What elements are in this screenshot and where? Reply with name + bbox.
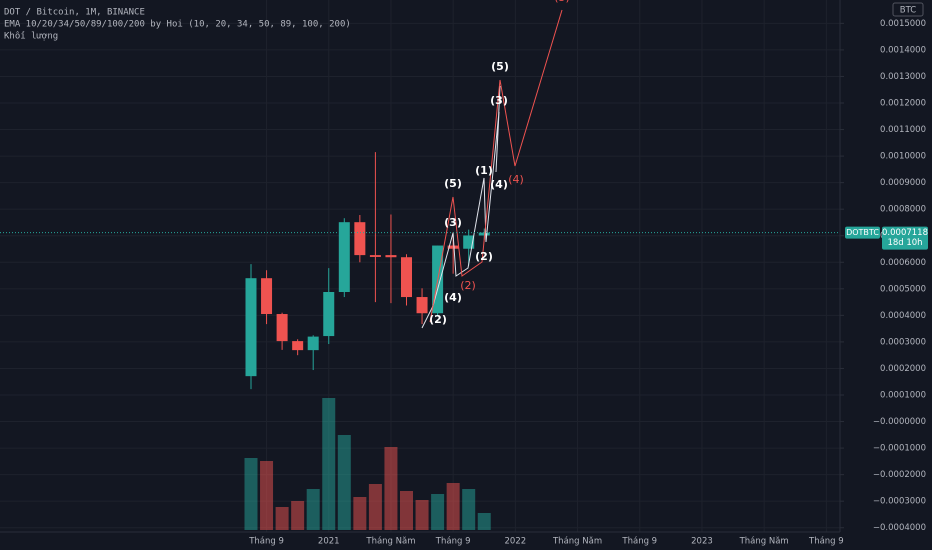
candle-body (478, 232, 490, 236)
x-tick-label: 2022 (505, 537, 527, 547)
y-tick-label: −0.0004000 (873, 523, 926, 533)
symbol-label: DOTBTC (846, 228, 879, 237)
y-tick-label: 0.0014000 (880, 45, 926, 55)
candle-body (354, 222, 366, 256)
y-tick-label: −0.0001000 (873, 444, 926, 454)
x-tick-label: Tháng 9 (435, 537, 471, 547)
wave-label: (4) (490, 178, 508, 191)
candle-body (245, 278, 257, 377)
wave-line-red (429, 9, 563, 323)
x-tick-label: Tháng 9 (621, 537, 657, 547)
candle-body (447, 245, 459, 249)
volume-bar (244, 458, 258, 530)
countdown-label: 18d 10h (887, 238, 922, 248)
indicator-label[interactable]: Khối lượng (4, 31, 58, 42)
volume-bar (415, 500, 429, 530)
candle-body (338, 222, 350, 292)
wave-line-white (421, 85, 501, 329)
y-tick-label: 0.0013000 (880, 72, 926, 82)
currency-label: BTC (900, 6, 917, 16)
volume-bar (291, 501, 305, 530)
wave-label: (3) (444, 216, 462, 229)
x-tick-label: 2021 (318, 537, 340, 547)
volume-bar (431, 494, 445, 530)
y-tick-label: 0.0015000 (880, 19, 926, 29)
grid (0, 0, 840, 532)
candle-body (385, 255, 397, 258)
indicator-label[interactable]: EMA 10/20/34/50/89/100/200 by Hoi (10, 2… (4, 20, 351, 30)
wave-label-red: (4) (508, 173, 524, 186)
candle-body (307, 336, 319, 351)
volume-bar (400, 491, 413, 530)
volume-bar (384, 447, 398, 530)
y-tick-label: 0.0010000 (880, 152, 926, 162)
candle-body (369, 255, 381, 257)
candle-body (463, 235, 475, 249)
wave-label: (3) (490, 94, 508, 107)
x-tick-label: Tháng 9 (248, 537, 284, 547)
candle-body (261, 278, 273, 315)
y-tick-label: 0.0005000 (880, 284, 926, 294)
volume-bar (353, 497, 367, 530)
volume-bar (368, 484, 382, 530)
x-tick-label: Tháng Năm (552, 537, 602, 547)
y-tick-label: 0.0011000 (880, 125, 926, 135)
x-tick-label: Tháng 9 (808, 537, 844, 547)
volume-bar (337, 435, 351, 530)
wave-labels: (2)(4)(3)(5)(2)(1)(4)(3)(5)(2)(4)(5) (429, 0, 570, 326)
symbol-badge (845, 226, 880, 239)
wave-label: (4) (444, 291, 462, 304)
wave-label: (5) (491, 60, 509, 73)
y-tick-label: −0.0000000 (873, 417, 926, 427)
wave-label: (2) (429, 313, 447, 326)
y-tick-label: 0.0002000 (880, 364, 926, 374)
y-tick-label: 0.0009000 (880, 178, 926, 188)
price-badge (882, 226, 928, 250)
volume-bar (446, 483, 460, 530)
wave-label: (5) (444, 177, 462, 190)
wave-label-red: (5) (554, 0, 570, 4)
wave-label: (2) (475, 250, 493, 263)
y-tick-label: −0.0002000 (873, 470, 926, 480)
volume-layer (244, 398, 491, 530)
volume-bar (462, 489, 476, 530)
candle-body (292, 341, 304, 351)
axis-layer: 0.0015000 0.0014000 0.0013000 0.0012000 0.00… (0, 19, 928, 547)
volume-bar (275, 507, 289, 530)
candle-body (323, 291, 335, 337)
y-tick-label: −0.0003000 (873, 497, 926, 507)
wave-label: (1) (475, 164, 493, 177)
volume-bar (260, 461, 274, 530)
y-tick-label: 0.0004000 (880, 311, 926, 321)
candle-body (416, 297, 428, 314)
y-tick-label: 0.0008000 (880, 205, 926, 215)
wave-label-red: (2) (460, 279, 476, 292)
y-tick-label: 0.0001000 (880, 390, 926, 400)
currency-badge[interactable] (892, 2, 924, 17)
y-tick-label: 0.0012000 (880, 98, 926, 108)
y-tick-label: 0.0003000 (880, 337, 926, 347)
volume-bar (306, 489, 320, 530)
volume-bar (322, 398, 336, 530)
candle-body (401, 257, 412, 298)
x-tick-label: Tháng Năm (365, 537, 415, 547)
y-tick-label: 0.0006000 (880, 258, 926, 268)
last-price-label: 0.0007118 (882, 228, 928, 238)
candle-body (276, 314, 288, 342)
x-tick-label: 2023 (691, 537, 713, 547)
chart-title: DOT / Bitcoin, 1M, BINANCE (4, 8, 145, 18)
x-tick-label: Tháng Năm (739, 537, 789, 547)
volume-bar (477, 513, 491, 530)
